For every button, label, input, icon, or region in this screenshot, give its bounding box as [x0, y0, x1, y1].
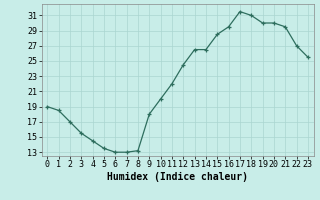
- X-axis label: Humidex (Indice chaleur): Humidex (Indice chaleur): [107, 172, 248, 182]
